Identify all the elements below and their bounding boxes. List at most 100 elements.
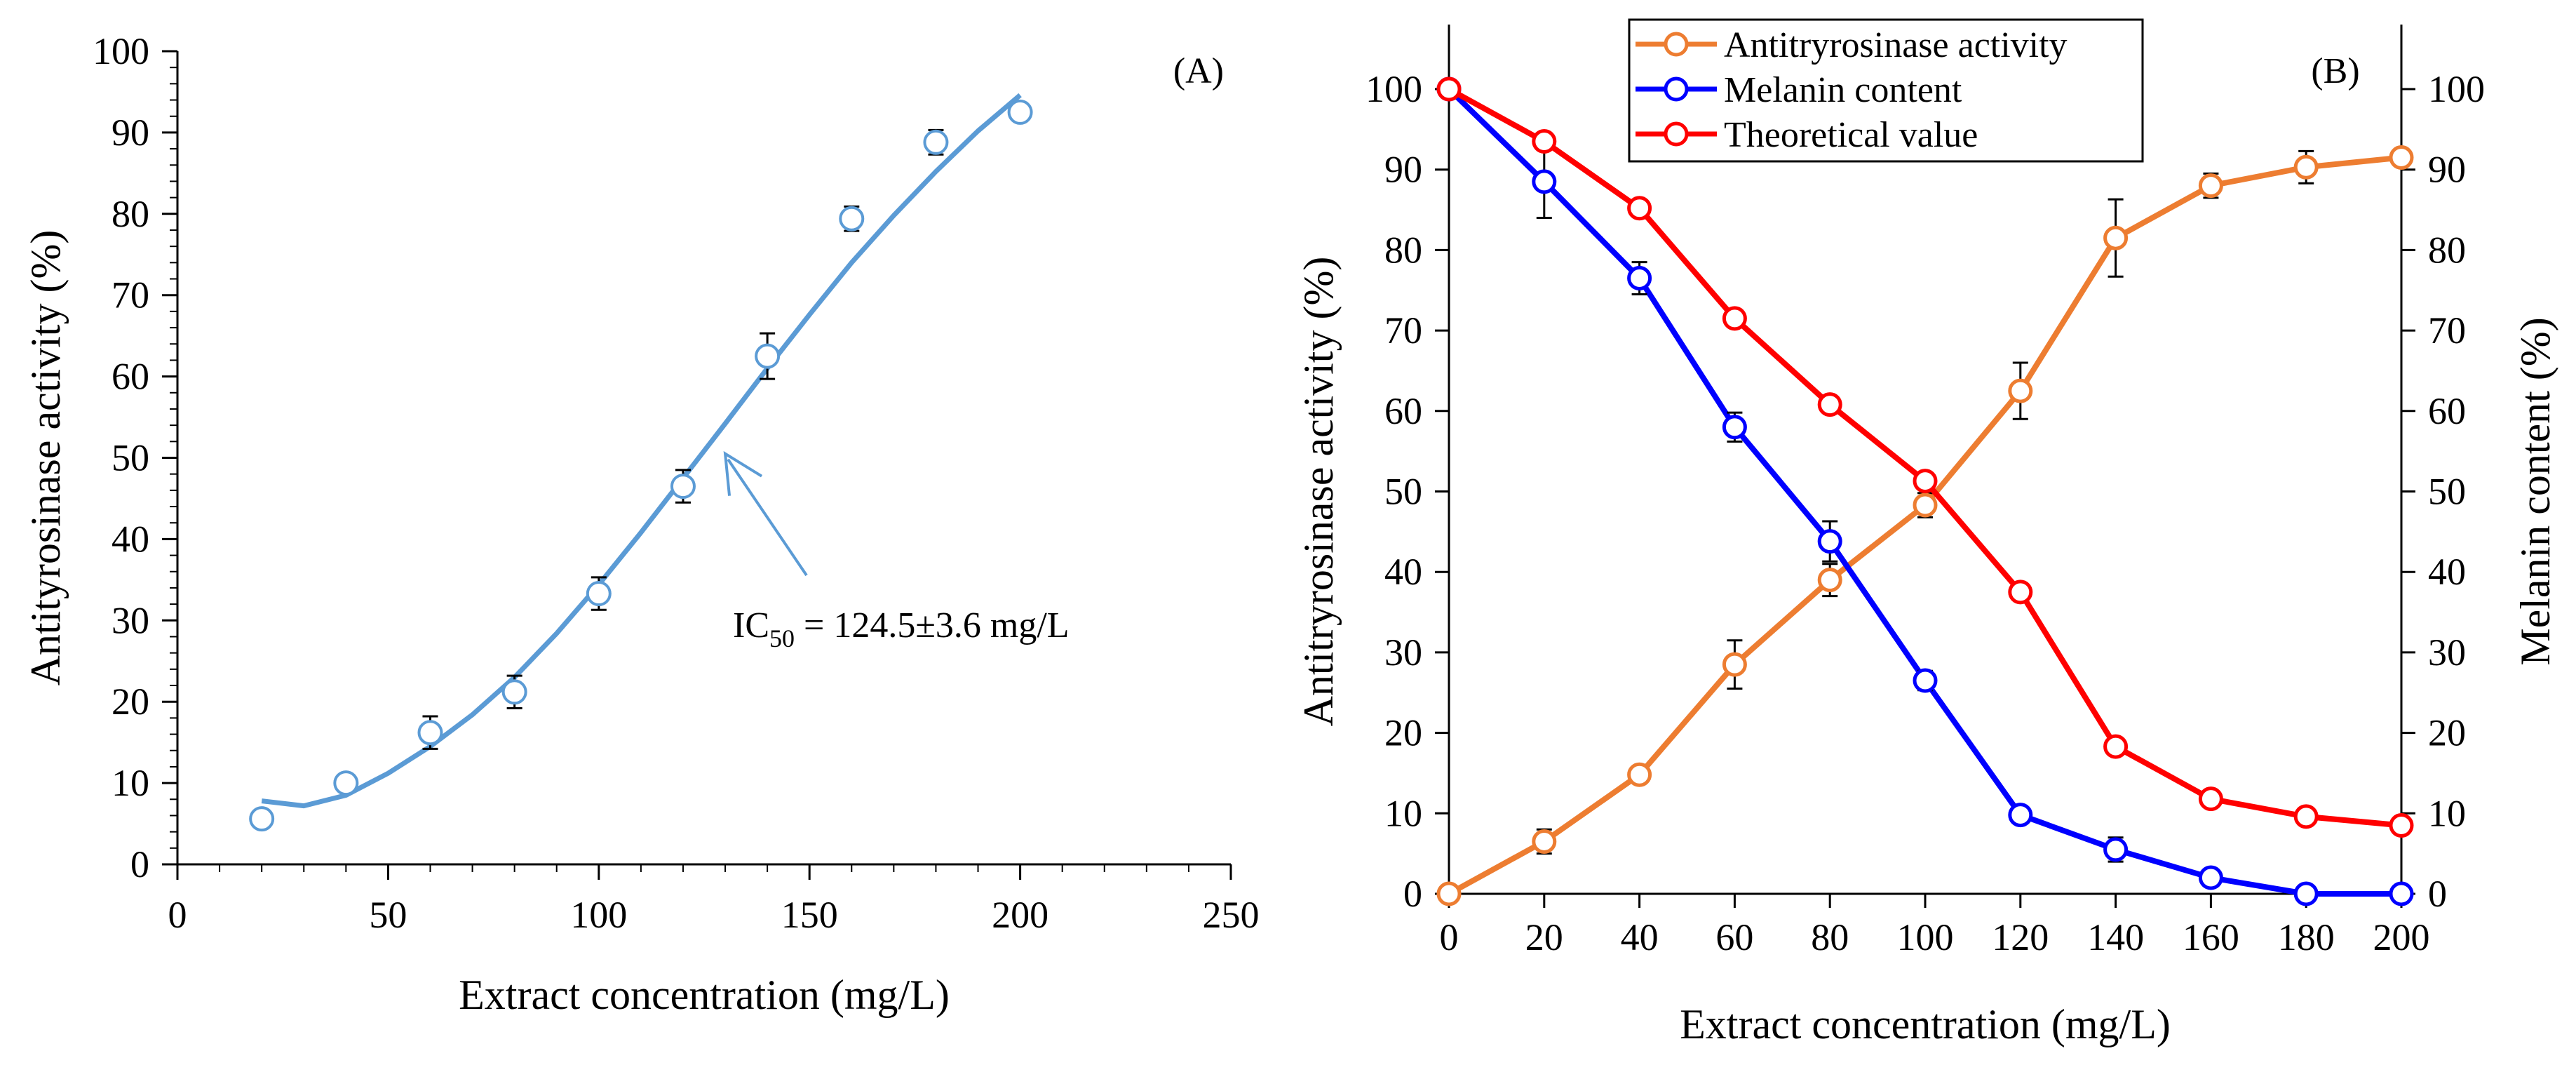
ic50-value: = 124.5±3.6 mg/L [795, 605, 1070, 645]
panel-b-data-point [1722, 306, 1747, 331]
panel-b-right-y-axis-label: Melanin content (%) [2512, 317, 2558, 666]
panel-b-data-point [2008, 580, 2033, 605]
panel-a-y-axis-label: Antityrosinase activity (%) [22, 230, 69, 686]
panel-b-left-y-tick-label: 70 [1384, 309, 1422, 351]
panel-b-data-point [2198, 786, 2223, 812]
panel-a-y-tick-label: 0 [130, 843, 149, 885]
panel-b-right-y-tick-label: 40 [2428, 551, 2466, 593]
panel-b-right-y-tick-label: 30 [2428, 631, 2466, 674]
panel-b-data-point [1627, 762, 1652, 787]
panel-a-annotation-arrowhead [723, 450, 763, 496]
panel-a-data-point [249, 806, 275, 832]
panel-b-data-point [1913, 493, 1938, 518]
panel-a-annotation-arrow [727, 458, 808, 577]
panel-b-left-y-tick-label: 90 [1384, 149, 1422, 191]
panel-b-right-y-tick-label: 100 [2428, 68, 2485, 110]
panel-a-x-tick-label: 50 [369, 894, 407, 936]
panel-b-left-y-tick-label: 50 [1384, 471, 1422, 513]
panel-b-left-y-tick-label: 100 [1365, 68, 1422, 110]
panel-b-label: (B) [2311, 51, 2359, 91]
panel-b-series-0 [1436, 145, 2414, 906]
panel-b-data-point [1436, 881, 1462, 906]
panel-b-legend-swatch-marker [1664, 121, 1689, 147]
panel-a-y-tick-label: 30 [112, 599, 149, 641]
panel-b-right-y-tick-label: 0 [2428, 873, 2447, 915]
panel-b-x-tick-label: 40 [1621, 916, 1659, 958]
panel-b-data-point [1817, 392, 1842, 417]
panel-b-data-point [1532, 169, 1557, 194]
panel-b-legend: Antitryrosinase activity Melanin content T… [1628, 18, 2144, 163]
panel-b-right-y-tick-label: 90 [2428, 149, 2466, 191]
panel-a-y-tick-label: 60 [112, 356, 149, 398]
panel-b-x-axis-label: Extract concentration (mg/L) [1680, 1001, 2171, 1047]
panel-b-data-point [2293, 804, 2319, 829]
panel-a-x-axis-label: Extract concentration (mg/L) [459, 972, 950, 1018]
panel-a-y-tick-label: 10 [112, 762, 149, 804]
panel-b-data-point [1627, 196, 1652, 221]
panel-a-y-tick-label: 40 [112, 518, 149, 560]
panel-b-right-y-tick-label: 10 [2428, 792, 2466, 834]
panel-a-y-tick-label: 90 [112, 112, 149, 154]
panel-b-left-y-axis-label: Antitryrosinase activity (%) [1295, 257, 1342, 727]
panel-b-data-point [2103, 837, 2129, 862]
panel-b-data-point [2198, 173, 2223, 199]
panel-b-x-tick-label: 20 [1525, 916, 1563, 958]
panel-b-right-y-tick-label: 70 [2428, 309, 2466, 351]
panel-a-x-tick-label: 200 [992, 894, 1048, 936]
panel-b-data-point [2103, 734, 2129, 759]
panel-b-data-point [1817, 529, 1842, 554]
panel-b-data-point [2389, 145, 2414, 170]
panel-a-y-tick-label: 80 [112, 193, 149, 235]
panel-b-data-point [2103, 225, 2129, 250]
panel-b-data-point [1722, 415, 1747, 440]
panel-b-right-y-tick-label: 50 [2428, 471, 2466, 513]
panel-b-right-y-tick-label: 80 [2428, 229, 2466, 271]
panel-b-data-point [1436, 76, 1462, 102]
panel-b-legend-label: Antitryrosinase activity [1724, 25, 2068, 65]
panel-a-data-point [501, 679, 527, 705]
panel-b-left-y-tick-label: 10 [1384, 792, 1422, 834]
panel-b-legend-swatch-marker [1664, 32, 1689, 57]
panel-b-data-point [1532, 129, 1557, 154]
panel-b-left-y-tick-label: 0 [1403, 873, 1422, 915]
panel-b-data-point [2293, 881, 2319, 906]
panel-a: 0 10 20 30 40 50 60 70 80 90 100 0 50 100 150 200 250 Ext… [22, 30, 1260, 1018]
panel-b-data-point [1913, 469, 1938, 494]
panel-a-y-tick-label: 70 [112, 274, 149, 316]
panel-b-data-point [1532, 829, 1557, 854]
panel-a-x-tick-label: 100 [570, 894, 627, 936]
panel-b-data-point [2293, 154, 2319, 180]
panel-a-ic50-annotation: IC50 = 124.5±3.6 mg/L [733, 605, 1070, 652]
panel-a-data-point [839, 206, 865, 232]
panel-a-data-point [755, 343, 781, 369]
ic50-subscript: 50 [769, 624, 795, 652]
panel-a-data-point [670, 474, 696, 500]
panel-b-x-tick-label: 0 [1440, 916, 1459, 958]
panel-a-fit-curve [261, 93, 1022, 809]
panel-b-x-tick-label: 80 [1811, 916, 1849, 958]
panel-a-label: (A) [1173, 51, 1224, 91]
panel-b-legend-label: Theoretical value [1724, 115, 1978, 155]
panel-b-x-tick-label: 200 [2373, 916, 2430, 958]
panel-a-data-point [1007, 99, 1033, 125]
panel-b-left-y-tick-label: 80 [1384, 229, 1422, 271]
panel-b-legend-swatch-marker [1664, 76, 1689, 102]
panel-b-left-y-tick-label: 30 [1384, 631, 1422, 674]
panel-b-left-y-tick-label: 20 [1384, 712, 1422, 754]
panel-a-y-tick-label: 50 [112, 437, 149, 479]
panel-a-data-point [417, 720, 443, 746]
panel-b-data-point [1627, 266, 1652, 291]
panel-b-x-tick-label: 140 [2087, 916, 2144, 958]
panel-b-data-point [1817, 568, 1842, 593]
panel-b-x-tick-label: 60 [1715, 916, 1753, 958]
panel-a-y-tick-label: 100 [93, 30, 149, 72]
panel-b-series-line [1448, 154, 2402, 897]
panel-b-x-tick-label: 120 [1992, 916, 2049, 958]
panel-b-data-point [2008, 803, 2033, 828]
panel-a-x-tick-label: 0 [168, 894, 187, 936]
panel-a-x-tick-label: 250 [1203, 894, 1260, 936]
panel-b-data-point [2198, 865, 2223, 890]
panel-b-x-tick-label: 160 [2183, 916, 2239, 958]
